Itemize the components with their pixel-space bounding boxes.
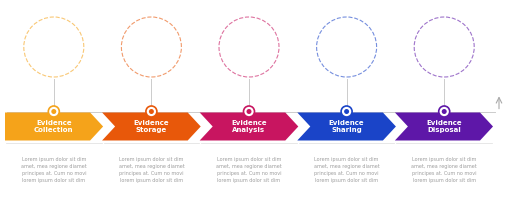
- Circle shape: [442, 109, 447, 114]
- Polygon shape: [5, 112, 103, 140]
- Circle shape: [52, 109, 56, 114]
- Polygon shape: [102, 112, 200, 140]
- Text: Lorem ipsum dolor sit dim
amet, mea regione diamet
principes at. Cum no movi
lor: Lorem ipsum dolor sit dim amet, mea regi…: [412, 157, 477, 183]
- Text: Lorem ipsum dolor sit dim
amet, mea regione diamet
principes at. Cum no movi
lor: Lorem ipsum dolor sit dim amet, mea regi…: [314, 157, 379, 183]
- Text: Evidence
Disposal: Evidence Disposal: [426, 120, 462, 133]
- Circle shape: [439, 106, 449, 117]
- Circle shape: [48, 106, 59, 117]
- Text: Lorem ipsum dolor sit dim
amet, mea regione diamet
principes at. Cum no movi
lor: Lorem ipsum dolor sit dim amet, mea regi…: [119, 157, 184, 183]
- Circle shape: [149, 109, 154, 114]
- Circle shape: [246, 109, 251, 114]
- Text: Evidence
Sharing: Evidence Sharing: [329, 120, 365, 133]
- Text: Evidence
Storage: Evidence Storage: [134, 120, 169, 133]
- Polygon shape: [199, 112, 298, 140]
- Text: Evidence
Collection: Evidence Collection: [34, 120, 74, 133]
- Polygon shape: [297, 112, 396, 140]
- Polygon shape: [395, 112, 493, 140]
- Text: Evidence
Analysis: Evidence Analysis: [231, 120, 267, 133]
- Text: Lorem ipsum dolor sit dim
amet, mea regione diamet
principes at. Cum no movi
lor: Lorem ipsum dolor sit dim amet, mea regi…: [216, 157, 282, 183]
- Circle shape: [341, 106, 352, 117]
- Text: Lorem ipsum dolor sit dim
amet, mea regione diamet
principes at. Cum no movi
lor: Lorem ipsum dolor sit dim amet, mea regi…: [21, 157, 87, 183]
- Circle shape: [243, 106, 255, 117]
- Circle shape: [146, 106, 157, 117]
- Circle shape: [344, 109, 349, 114]
